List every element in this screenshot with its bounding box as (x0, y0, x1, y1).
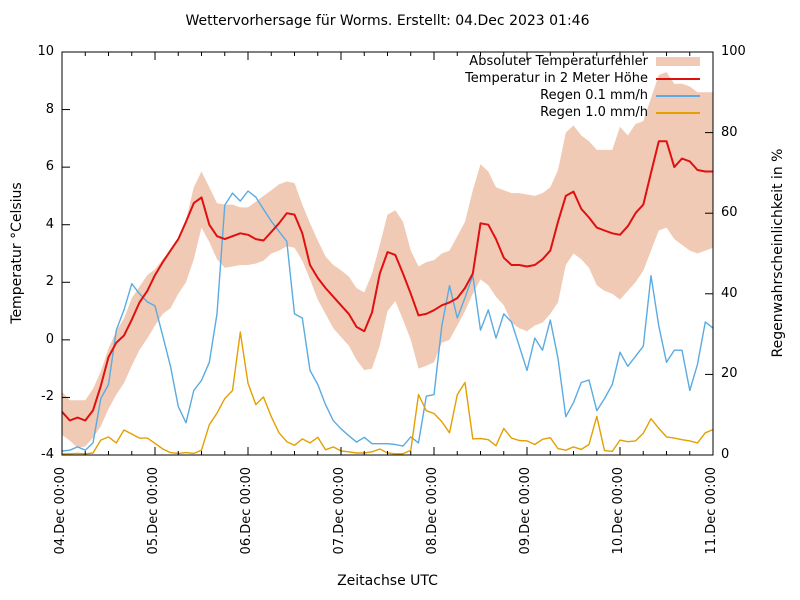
series-rain-01-line (61, 190, 714, 452)
x-tick-label: 09.Dec 00:00 (518, 467, 533, 555)
x-tick-label: 05.Dec 00:00 (146, 467, 161, 555)
y-left-tick-label: -2 (41, 389, 54, 405)
y-left-tick-label: 4 (45, 216, 54, 232)
legend: Absoluter Temperaturfehler Temperatur in… (300, 53, 700, 121)
y-left-tick-label: 8 (45, 101, 54, 117)
legend-item-rain-10: Regen 1.0 mm/h (300, 104, 700, 121)
legend-label-rain-10: Regen 1.0 mm/h (540, 105, 648, 120)
x-tick-label: 07.Dec 00:00 (332, 467, 347, 555)
y-right-tick-label: 100 (721, 44, 746, 59)
x-tick-label: 06.Dec 00:00 (239, 467, 254, 555)
legend-item-temperature-error: Absoluter Temperaturfehler (300, 53, 700, 70)
y-left-tick-label: 10 (37, 44, 54, 59)
series-rain-10-line (62, 331, 714, 455)
series-temperature-error-band (62, 72, 713, 448)
y-right-tick-label: 60 (721, 205, 738, 221)
y-right-tick-label: 20 (721, 366, 738, 382)
y-right-tick-label: 40 (721, 285, 738, 301)
x-tick-label: 04.Dec 00:00 (53, 467, 68, 555)
legend-line-rain-10 (656, 111, 700, 114)
y-left-tick-label: -4 (41, 447, 54, 462)
legend-label-temperature: Temperatur in 2 Meter Höhe (465, 71, 648, 86)
x-tick-label: 08.Dec 00:00 (425, 467, 440, 555)
legend-item-temperature: Temperatur in 2 Meter Höhe (300, 70, 700, 87)
y-left-tick-label: 0 (45, 331, 54, 347)
chart-title: Wettervorhersage für Worms. Erstellt: 04… (185, 13, 590, 29)
legend-line-rain-01 (656, 94, 700, 97)
y-axis-label-temperature: Temperatur °Celsius (9, 182, 25, 324)
y-left-tick-label: 2 (45, 274, 54, 290)
legend-swatch-temperature-error-band (656, 57, 700, 66)
x-tick-label: 10.Dec 00:00 (611, 467, 626, 555)
y-right-tick-label: 0 (721, 447, 730, 462)
legend-item-rain-01: Regen 0.1 mm/h (300, 87, 700, 104)
x-axis-label: Zeitachse UTC (337, 573, 438, 589)
y-right-tick-label: 80 (721, 124, 738, 140)
series-temperature-line (61, 140, 713, 422)
y-left-tick-label: 6 (45, 159, 54, 175)
legend-label-temperature-error: Absoluter Temperaturfehler (469, 54, 648, 69)
legend-label-rain-01: Regen 0.1 mm/h (540, 88, 648, 103)
legend-line-temperature (656, 77, 700, 80)
y-axis-label-rain-probability: Regenwahrscheinlichkeit in % (770, 148, 786, 358)
x-tick-label: 11.Dec 00:00 (704, 467, 719, 555)
